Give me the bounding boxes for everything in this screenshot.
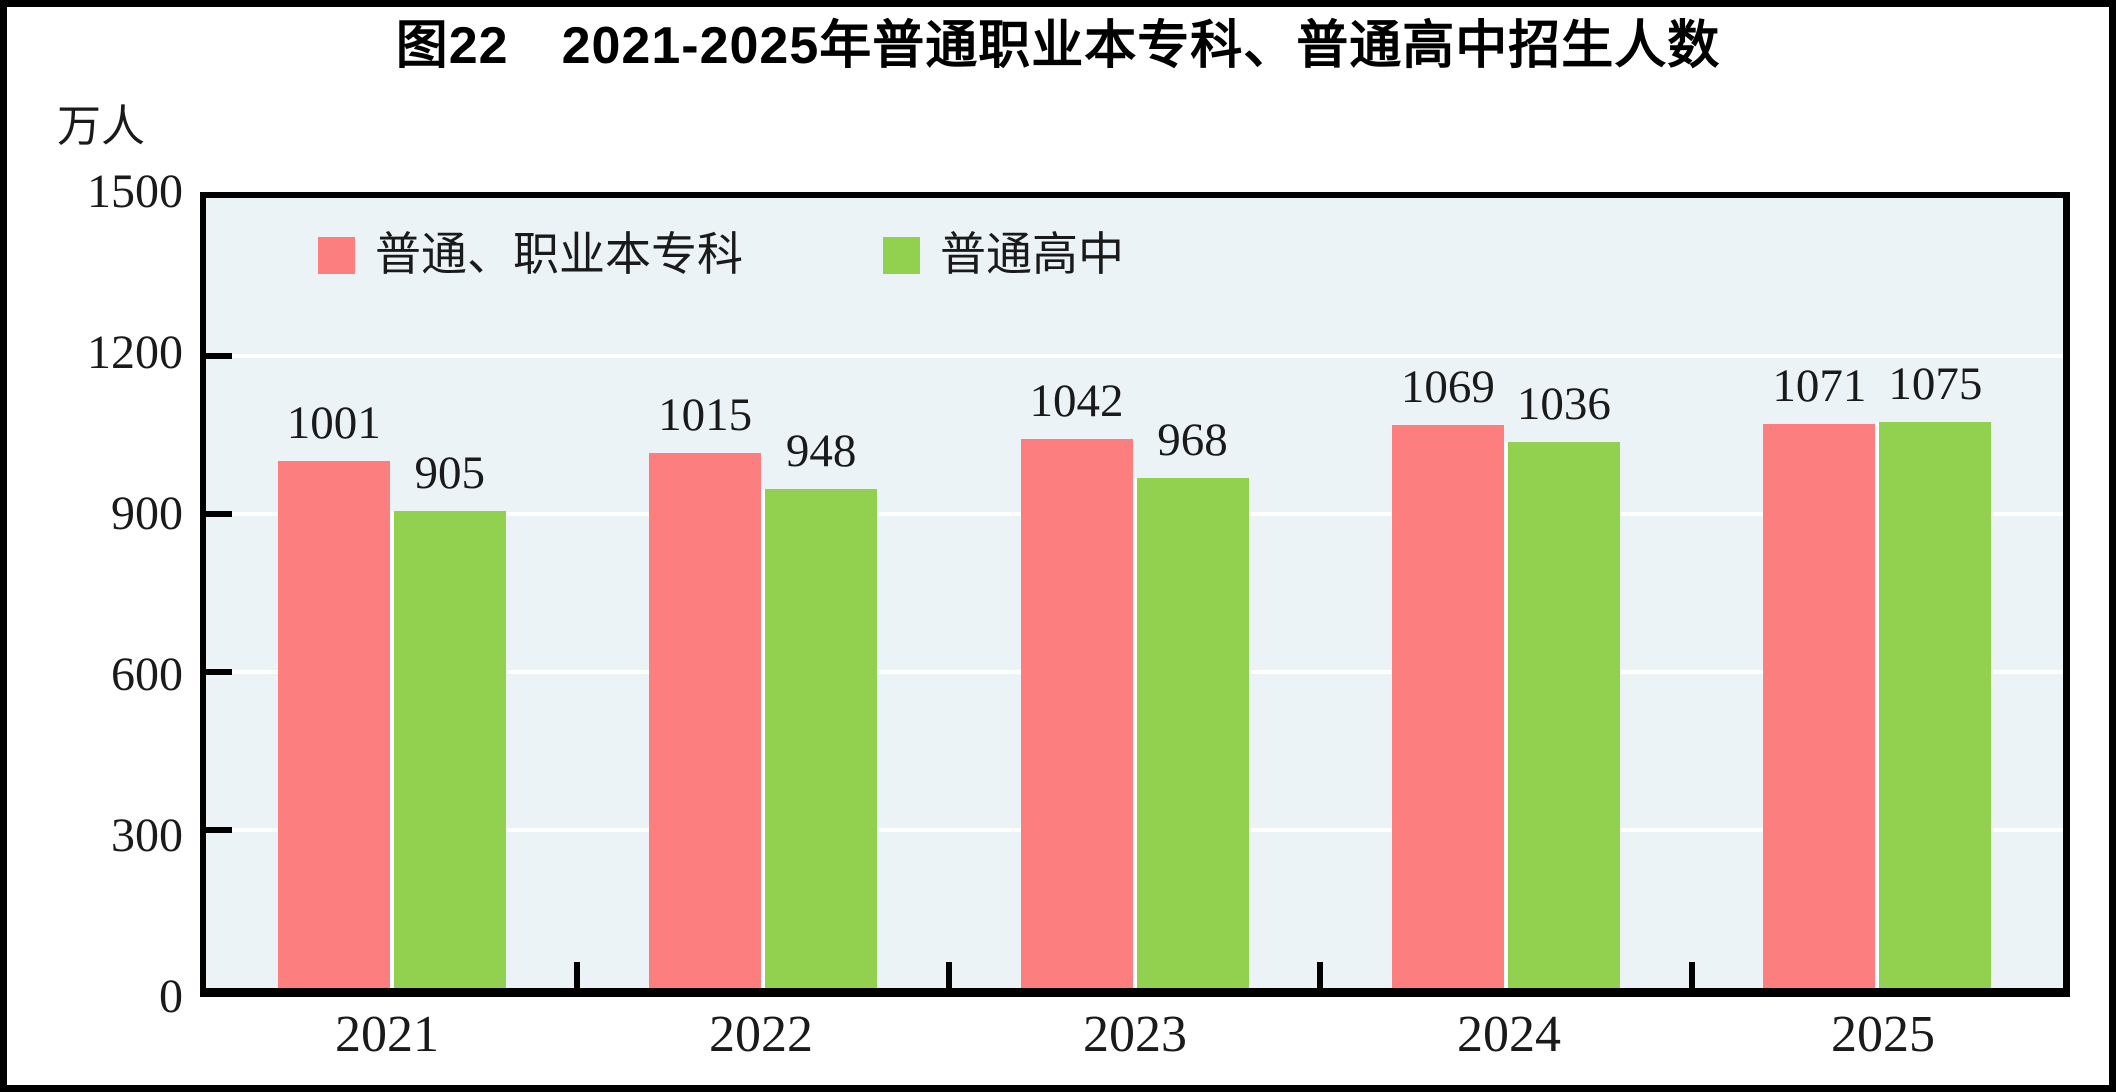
bar-series2: 905: [389, 450, 506, 988]
y-axis-tick-mark: [206, 669, 232, 675]
y-axis-unit-label: 万人: [57, 102, 145, 151]
legend: 普通、职业本专科 普通高中: [318, 232, 1124, 278]
y-tick-label: 1500: [87, 165, 183, 218]
bar-group: 1069 1036: [1320, 198, 1691, 988]
y-tick-label: 0: [159, 970, 183, 1023]
x-axis-tick-mark: [574, 962, 581, 988]
legend-swatch: [883, 236, 920, 274]
bar-series1: 1069: [1391, 364, 1504, 988]
y-tick-label: 900: [111, 487, 183, 540]
x-axis-tick-mark: [1317, 962, 1324, 988]
bar-series1: 1071: [1763, 362, 1876, 988]
legend-item: 普通、职业本专科: [318, 232, 743, 278]
x-axis-tick-mark: [945, 962, 952, 988]
legend-item: 普通高中: [883, 232, 1124, 278]
x-tick-label: 2024: [1457, 1006, 1561, 1063]
bar-group: 1071 1075: [1692, 198, 2063, 988]
y-axis-tick-mark: [206, 511, 232, 517]
bar-value-label: 1071: [1772, 359, 1867, 412]
x-tick-label: 2025: [1831, 1006, 1935, 1063]
bar-value-label: 1075: [1888, 357, 1983, 410]
x-tick-label: 2022: [709, 1006, 813, 1063]
gridline: [206, 354, 2063, 358]
chart-title: 图22 2021-2025年普通职业本专科、普通高中招生人数: [395, 17, 1721, 75]
bar-series2: 1036: [1503, 381, 1620, 988]
bar-series2: 968: [1132, 417, 1249, 988]
bar-series1: 1001: [277, 399, 390, 988]
bar-value-label: 1001: [286, 396, 381, 449]
bar-group: 1015 948: [577, 198, 948, 988]
bar-series2: 948: [761, 427, 878, 988]
bar-series2: 1075: [1875, 360, 1992, 988]
x-axis-tick-labels: 2021 2022 2023 2024 2025: [200, 1009, 2070, 1061]
y-tick-label: 300: [111, 809, 183, 862]
x-tick-label: 2021: [335, 1006, 439, 1063]
bar-series1: 1015: [649, 392, 762, 988]
legend-swatch: [318, 236, 355, 274]
bar-value-label: 905: [414, 447, 485, 500]
plot-area: 普通、职业本专科 普通高中 1001 905 1015 948 1042 968 1069 10…: [200, 192, 2070, 997]
y-axis-tick-labels: 0 300 600 900 1200 1500: [7, 168, 183, 1021]
y-axis-tick-mark: [206, 353, 232, 359]
x-axis-tick-mark: [1688, 962, 1695, 988]
y-tick-label: 600: [111, 648, 183, 701]
y-axis-tick-mark: [206, 827, 232, 833]
bar-value-label: 948: [785, 424, 857, 477]
bar-series1: 1042: [1020, 378, 1133, 988]
legend-label: 普通高中: [940, 229, 1124, 280]
bar-value-label: 1069: [1400, 361, 1495, 413]
y-tick-label: 1200: [87, 326, 183, 379]
bar-value-label: 1042: [1029, 375, 1124, 428]
bar-value-label: 1036: [1516, 378, 1611, 431]
x-tick-label: 2023: [1083, 1006, 1187, 1063]
legend-label: 普通、职业本专科: [375, 229, 743, 280]
bar-group: 1042 968: [949, 198, 1320, 988]
bar-value-label: 968: [1157, 414, 1228, 467]
bar-value-label: 1015: [658, 389, 753, 442]
bar-groups: 1001 905 1015 948 1042 968 1069 1036 1071 1075: [206, 198, 2063, 988]
bar-group: 1001 905: [206, 198, 577, 988]
